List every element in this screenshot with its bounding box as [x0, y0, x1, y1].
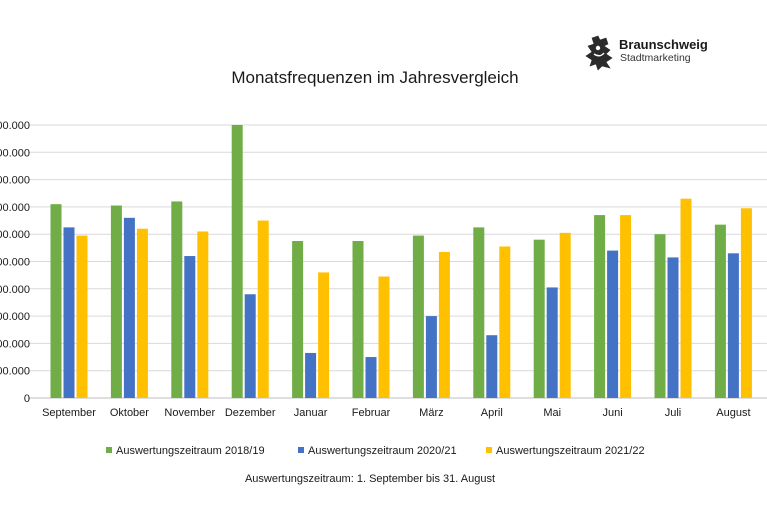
y-tick-label: 100.000	[0, 366, 30, 378]
x-tick-label: Februar	[352, 407, 391, 419]
bar	[110, 205, 122, 398]
bar	[667, 257, 679, 398]
bar	[305, 352, 317, 398]
y-tick-label: 400.000	[0, 284, 30, 296]
brand-subtitle: Stadtmarketing	[620, 52, 691, 64]
legend-swatch	[106, 447, 112, 453]
bar	[473, 227, 485, 398]
brand-name: Braunschweig	[619, 37, 708, 52]
legend-label: Auswertungszeitraum 2021/22	[496, 445, 645, 457]
bar	[123, 217, 135, 398]
chart-footnote: Auswertungszeitraum: 1. September bis 31…	[245, 473, 495, 485]
y-tick-label: 800.000	[0, 175, 30, 187]
y-tick-label: 500.000	[0, 257, 30, 269]
bar	[244, 294, 256, 398]
x-tick-label: Dezember	[225, 407, 276, 419]
legend-swatch	[486, 447, 492, 453]
x-tick-label: Oktober	[110, 407, 149, 419]
bar	[559, 232, 571, 398]
grid-layer	[28, 124, 767, 399]
bar	[714, 224, 726, 398]
braunschweig-lion-icon	[585, 35, 613, 71]
bar	[546, 287, 558, 398]
y-tick-label: 200.000	[0, 338, 30, 350]
bar	[378, 276, 390, 398]
bar	[365, 357, 377, 398]
bar	[171, 201, 183, 398]
bar	[292, 241, 304, 398]
legend-swatch	[298, 447, 304, 453]
bar	[680, 198, 692, 398]
bar	[412, 235, 424, 398]
bar	[727, 253, 739, 398]
legend-label: Auswertungszeitraum 2018/19	[116, 445, 265, 457]
y-axis-ticks: 0 100.000 200.000 300.000 400.000 500.000 600.…	[0, 120, 30, 405]
bar	[654, 234, 666, 398]
legend: Auswertungszeitraum 2018/19 Auswertungsze…	[106, 445, 645, 457]
x-tick-label: Juni	[603, 407, 623, 419]
bar	[620, 215, 632, 398]
bar	[231, 125, 243, 398]
x-tick-label: September	[42, 407, 96, 419]
bar	[318, 272, 330, 398]
legend-label: Auswertungszeitraum 2020/21	[308, 445, 457, 457]
bar	[425, 316, 437, 398]
x-tick-label: April	[481, 407, 503, 419]
bar	[197, 231, 209, 398]
bar	[184, 256, 196, 398]
bar	[63, 227, 75, 398]
bar	[499, 246, 511, 398]
x-tick-label: November	[164, 407, 215, 419]
x-tick-label: August	[716, 407, 750, 419]
bar	[438, 251, 450, 398]
y-tick-label: 600.000	[0, 229, 30, 241]
bar	[76, 235, 88, 398]
bar	[533, 239, 545, 398]
y-tick-label: 900.000	[0, 147, 30, 159]
bar	[50, 204, 62, 398]
bar	[486, 335, 498, 398]
x-tick-label: Januar	[294, 407, 328, 419]
y-tick-label: 0	[24, 393, 30, 405]
bar	[607, 250, 619, 398]
bar	[352, 241, 364, 398]
y-tick-label: 300.000	[0, 311, 30, 323]
y-tick-label: 700.000	[0, 202, 30, 214]
bar	[594, 215, 606, 398]
chart-title: Monatsfrequenzen im Jahresvergleich	[231, 68, 518, 87]
x-tick-label: Mai	[543, 407, 561, 419]
y-tick-label: 1.000.000	[0, 120, 30, 132]
x-tick-label: März	[419, 407, 443, 419]
bars	[50, 125, 752, 398]
bar	[257, 220, 269, 398]
x-axis-ticks: September Oktober November Dezember Januar Fe…	[42, 407, 750, 419]
bar	[136, 228, 148, 398]
bar	[740, 208, 752, 398]
x-tick-label: Juli	[665, 407, 682, 419]
